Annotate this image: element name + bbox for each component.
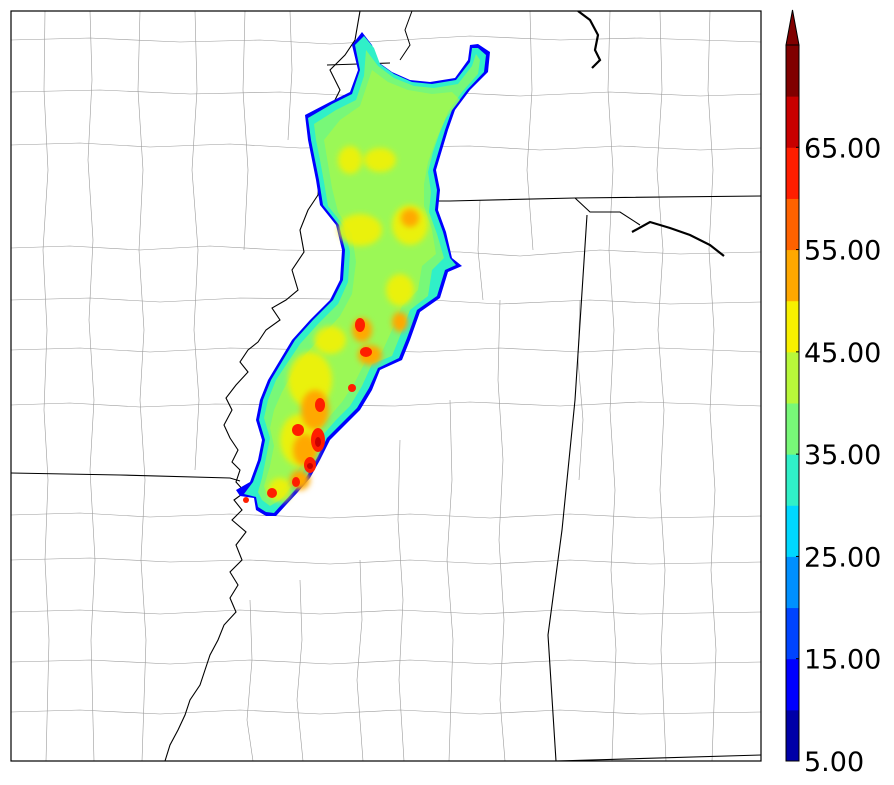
colorbar-extend-arrow [785,9,800,46]
colorbar-segment [786,556,799,609]
colorbar: 5.00 15.00 25.00 35.00 45.00 55.00 65.00 [785,9,881,778]
precip-field [236,32,490,516]
precip-darkred-cells [307,437,321,469]
colorbar-outline [785,44,800,762]
colorbar-segment [786,249,799,302]
colorbar-segment [786,351,799,404]
colorbar-segment [786,300,799,353]
state-borders [11,62,761,761]
map-panel [11,11,761,761]
colorbar-tick-label: 45.00 [804,338,881,369]
colorbar-segment [786,403,799,455]
tennessee-river-lower [631,220,725,257]
colorbar-segment [786,607,799,660]
colorbar-segment [786,505,799,557]
colorbar-tick-label: 5.00 [804,747,864,778]
colorbar-segment [786,454,799,506]
colorbar-tick-label: 15.00 [804,645,881,676]
colorbar-tick-label: 55.00 [804,236,881,267]
colorbar-segment [786,147,799,199]
map-frame [10,10,762,762]
colorbar-segment [786,709,799,762]
colorbar-tick-label: 35.00 [804,440,881,471]
colorbar-segment [786,96,799,148]
county-borders [11,11,761,761]
cumberland-river [399,11,413,61]
colorbar-segment [786,198,799,251]
colorbar-tick-label: 65.00 [804,133,881,164]
colorbar-tick-label: 25.00 [804,542,881,573]
colorbar-segment [786,45,799,97]
colorbar-segment [786,658,799,711]
tennessee-river-upper [577,11,602,69]
